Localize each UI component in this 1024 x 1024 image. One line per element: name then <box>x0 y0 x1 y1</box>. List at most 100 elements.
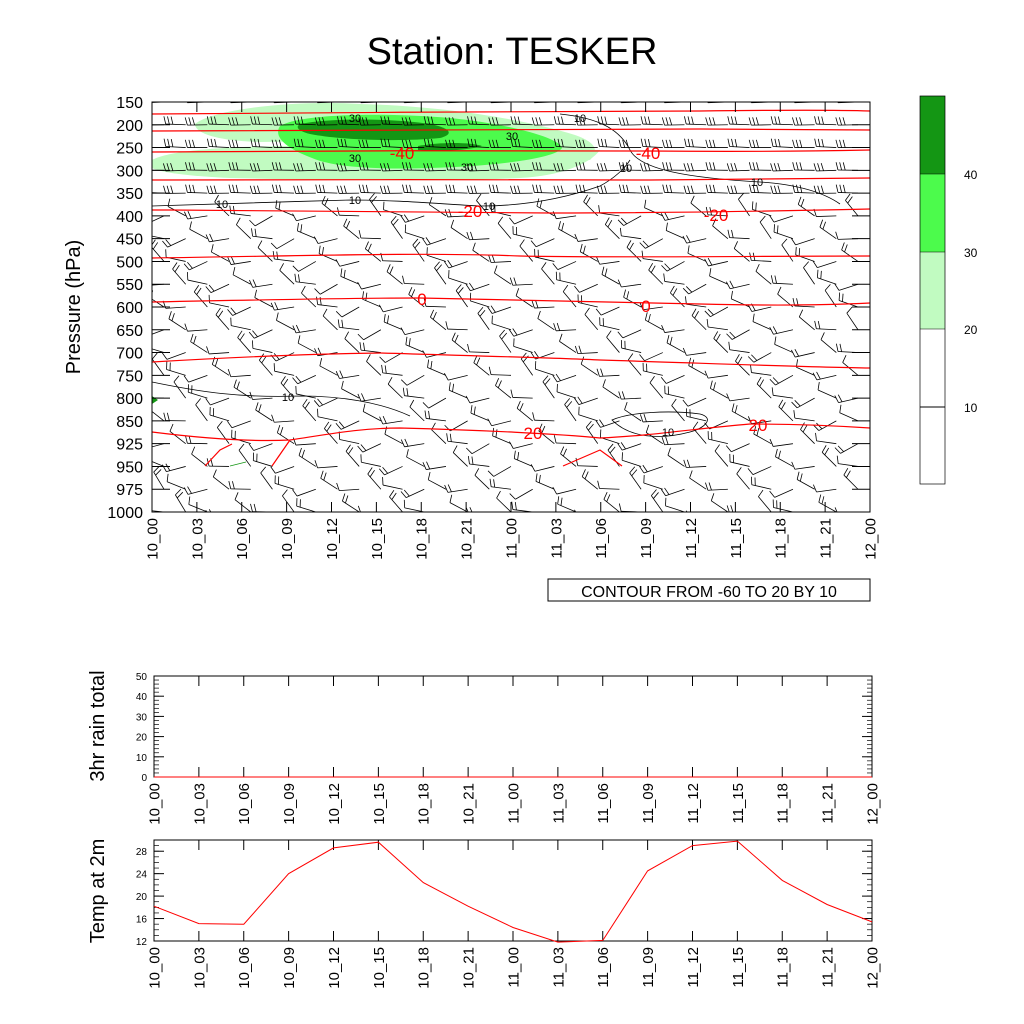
x-tick-label: 11_21 <box>820 947 837 988</box>
wind-barb <box>357 281 381 290</box>
wind-barb <box>228 139 251 148</box>
wind-barb <box>644 312 664 331</box>
wind-barb <box>581 469 599 490</box>
rain-y-axis: 0 10 20 30 40 50 <box>136 672 872 784</box>
cross-section-panel: 30 30 30 30 10 10 10 10 10 10 10 10 -40 … <box>63 95 978 602</box>
temp-contour-upper-1 <box>152 109 870 115</box>
x-tick-label: 11_03 <box>550 783 567 824</box>
wind-barb <box>686 102 707 103</box>
wind-barb <box>814 320 837 331</box>
wind-barb <box>536 198 555 217</box>
wind-barb <box>451 332 468 353</box>
speed-label: 10 <box>349 195 361 207</box>
wind-barb <box>792 298 815 308</box>
wind-barb <box>791 397 815 409</box>
wind-barb <box>726 163 750 172</box>
x-tick-label: 10_09 <box>281 783 298 825</box>
wind-barb <box>298 447 317 467</box>
speed-label: 10 <box>620 163 632 175</box>
x-tick-label: 11_06 <box>593 518 610 559</box>
wind-barb <box>165 249 186 262</box>
wind-barb <box>293 116 316 126</box>
wind-barb <box>660 487 685 497</box>
wind-barb <box>704 370 728 379</box>
wind-barb <box>682 397 707 407</box>
wind-barb <box>208 294 230 308</box>
wind-barb <box>712 218 729 239</box>
wind-barb <box>619 227 642 240</box>
y-tick-label: 50 <box>136 672 148 683</box>
wind-barb <box>661 117 685 126</box>
wind-barb <box>335 259 360 267</box>
wind-barb <box>234 492 251 512</box>
wind-barb <box>771 387 793 399</box>
wind-barb <box>191 446 208 467</box>
y-tick-label: 24 <box>136 870 148 881</box>
wind-barb <box>731 403 750 422</box>
wind-barb <box>236 217 252 239</box>
speed-label: 10 <box>282 392 294 404</box>
x-tick-label: 11_12 <box>685 783 702 824</box>
wind-barb <box>774 336 794 353</box>
x-tick-label: 11_03 <box>548 518 565 559</box>
wind-barb <box>189 221 208 240</box>
wind-barb <box>336 163 360 172</box>
wind-barb <box>341 380 360 399</box>
wind-barb <box>491 315 512 331</box>
wind-barb <box>402 184 425 194</box>
wind-barb <box>338 431 360 445</box>
wind-barb <box>185 435 208 445</box>
wind-barb <box>814 116 837 126</box>
wind-barb <box>379 185 403 194</box>
wind-barb <box>366 354 382 376</box>
wind-barb <box>315 139 338 148</box>
wind-barb <box>554 138 577 148</box>
wind-barb <box>183 261 208 271</box>
wind-barb <box>380 116 403 126</box>
wind-barb <box>707 431 728 445</box>
wind-barb <box>541 262 555 285</box>
y-tick-label: 20 <box>136 892 148 903</box>
wind-barb <box>188 496 208 512</box>
wind-barb <box>661 436 685 446</box>
y-tick-label: 650 <box>116 323 143 340</box>
wind-barb <box>552 373 577 383</box>
wind-barb <box>819 219 837 239</box>
temp-contour-upper-3 <box>152 177 870 181</box>
wind-barb <box>618 391 642 400</box>
wind-barb <box>423 185 446 194</box>
wind-barb <box>473 355 490 376</box>
wind-barb <box>401 162 425 171</box>
wind-barb <box>553 185 577 194</box>
x-tick-label: 11_12 <box>685 947 702 988</box>
wind-barb <box>383 201 403 217</box>
wind-barb <box>162 463 186 473</box>
wind-barb <box>248 443 273 451</box>
wind-barb <box>152 239 165 262</box>
wind-barb <box>640 116 663 126</box>
wind-barb <box>379 163 403 172</box>
wind-barb <box>775 448 794 467</box>
wind-barb <box>574 345 598 355</box>
x-tick-label: 10_06 <box>236 947 253 989</box>
wind-barb <box>295 102 316 103</box>
y-tick-label: 28 <box>136 847 148 858</box>
wind-barb <box>422 237 447 246</box>
wind-barb <box>297 335 317 353</box>
y-tick-label: 850 <box>116 414 143 431</box>
wind-barb <box>409 399 425 422</box>
wind-barb <box>207 138 230 148</box>
wind-barb <box>815 432 837 445</box>
wind-barb <box>795 359 815 376</box>
wind-barb <box>206 185 230 194</box>
wind-barb <box>152 124 165 126</box>
wind-barb <box>337 138 360 148</box>
wind-barb <box>358 162 381 171</box>
wind-barb <box>509 163 533 172</box>
wind-barb <box>452 445 468 467</box>
wind-barb <box>664 385 685 399</box>
wind-barb <box>706 319 728 331</box>
wind-barb <box>254 289 273 308</box>
wind-barb <box>574 509 598 512</box>
wind-barb <box>271 414 295 423</box>
